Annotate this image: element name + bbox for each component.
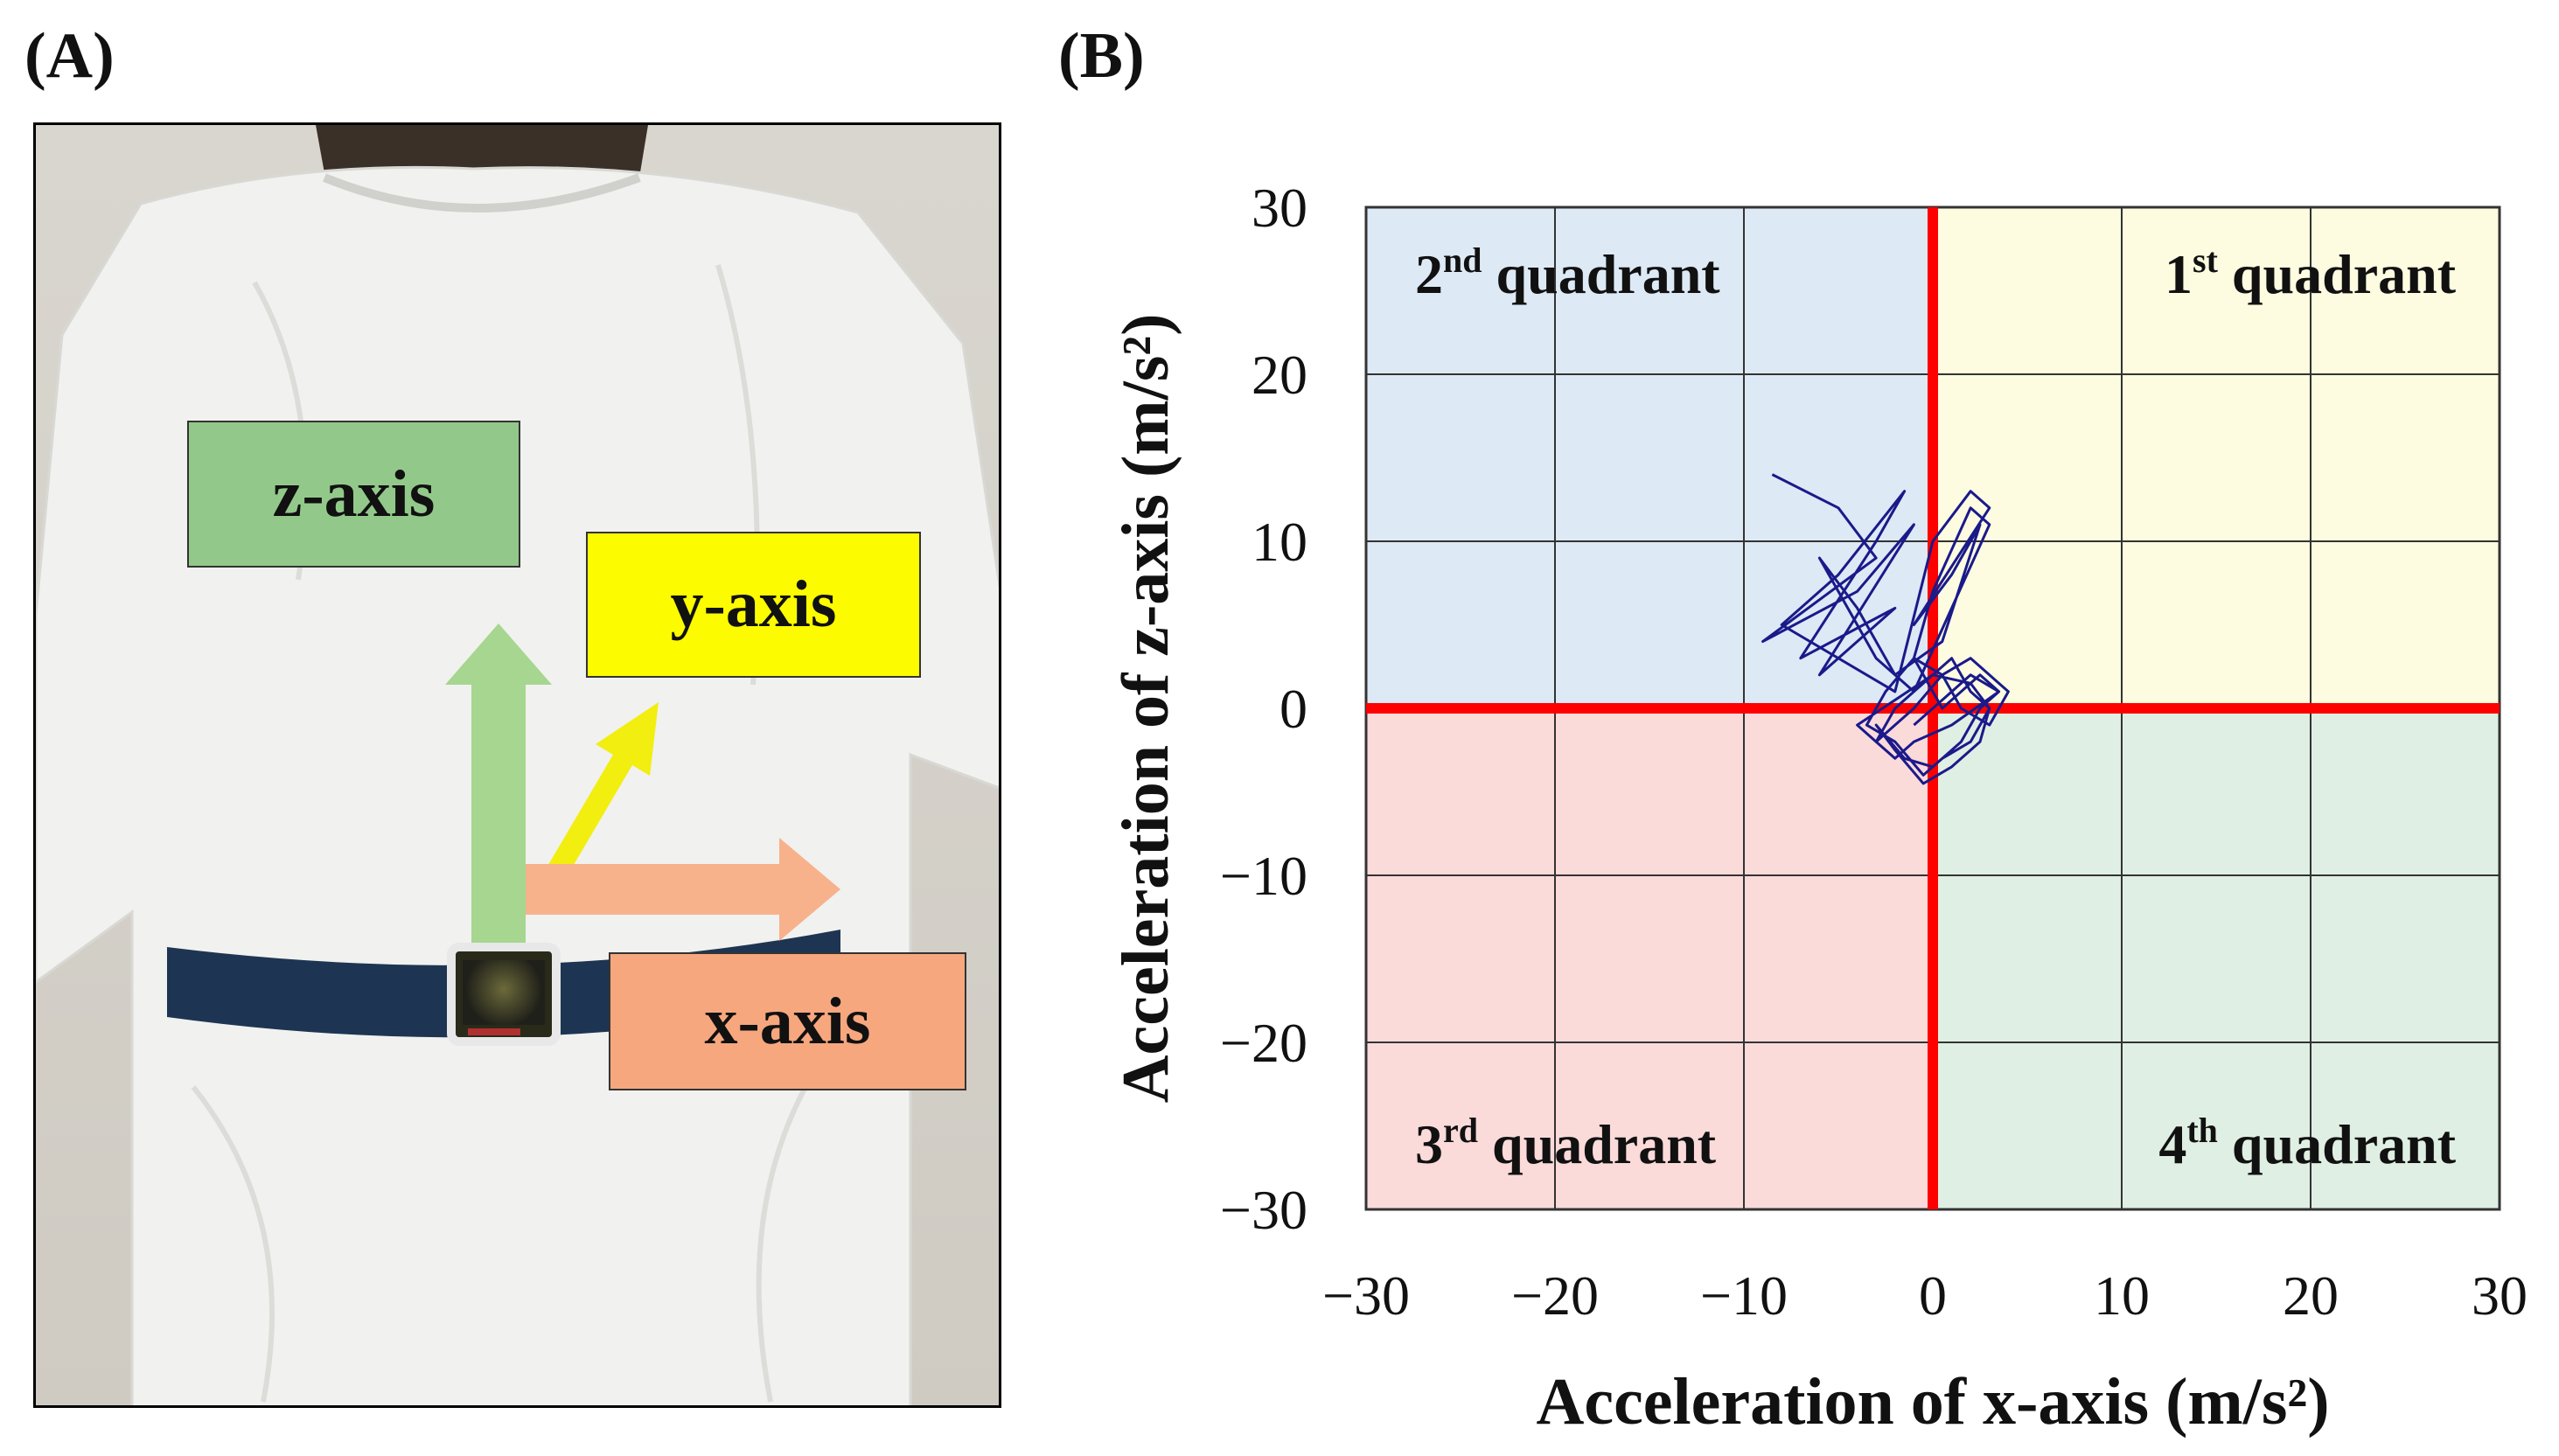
sensor-display [463,960,545,1025]
x-tick-label: −10 [1700,1264,1788,1327]
quadrant-ordinal-suffix: st [2193,240,2219,280]
x-tick-label: −30 [1322,1264,1410,1327]
quadrant-number: 4 [2158,1113,2186,1175]
y-axis-title: Acceleration of z-axis (m/s²) [1109,314,1182,1104]
x-tick-label: 10 [2094,1264,2150,1327]
acceleration-trajectory-line [1761,473,2010,785]
quadrant-bottom-left-background [1366,708,1933,1209]
y-axis-arrow [526,702,659,914]
quadrant-label-top-right: 1st quadrant [2165,240,2457,305]
x-tick-label: −20 [1511,1264,1599,1327]
shirt-fold [191,1085,275,1403]
quadrant-word: quadrant [1482,243,1721,305]
sensor-brand-strip [468,1028,520,1035]
quadrant-top-left-background [1366,207,1933,708]
y-tick-label: −10 [1220,845,1307,907]
collar-shape [323,173,641,212]
quadrant-bottom-right-background [1933,708,2500,1209]
quadrant-number: 1 [2165,243,2193,305]
y-tick-label: −30 [1220,1179,1307,1241]
x-axis-title: Acceleration of x-axis (m/s²) [1536,1365,2329,1439]
y-axis-label: y-axis [586,532,921,678]
shirt-fold [756,1085,808,1403]
quadrant-word: quadrant [2218,1113,2457,1175]
y-tick-label: 20 [1252,344,1307,406]
quadrant-ordinal-suffix: nd [1443,240,1482,280]
x-axis-arrow [526,864,788,915]
quadrant-label-bottom-left: 3rd quadrant [1415,1111,1717,1175]
quadrant-top-right-background [1933,207,2500,708]
quadrant-label-bottom-right: 4th quadrant [2158,1111,2456,1175]
y-tick-label: 10 [1252,511,1307,573]
y-tick-label: 30 [1252,177,1307,239]
x-arrow-head [779,838,840,941]
x-tick-label: 20 [2283,1264,2339,1327]
quadrant-ordinal-suffix: rd [1443,1111,1478,1150]
panel-b-label: (B) [1058,20,1145,92]
quadrant-number: 2 [1415,243,1443,305]
quadrant-number: 3 [1415,1113,1443,1175]
x-axis-label: x-axis [609,952,966,1090]
y-tick-label: −20 [1220,1012,1307,1074]
x-tick-label: 30 [2472,1264,2528,1327]
quadrant-ordinal-suffix: th [2186,1111,2218,1150]
x-tick-label: 0 [1919,1264,1947,1327]
z-axis-arrow [471,680,526,993]
z-arrow-head [445,624,552,685]
quadrant-word: quadrant [2218,243,2457,305]
quadrant-word: quadrant [1478,1113,1717,1175]
wearable-sensor-device [447,943,561,1046]
sensor-photo: z-axis y-axis x-axis [33,122,1001,1408]
panel-a-label: (A) [24,20,115,92]
quadrant-label-top-left: 2nd quadrant [1415,240,1720,305]
z-axis-label: z-axis [187,421,520,568]
y-tick-label: 0 [1280,678,1307,740]
